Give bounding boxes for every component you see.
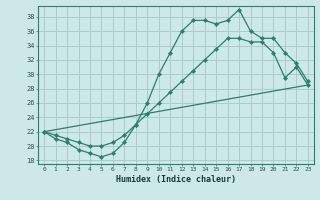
X-axis label: Humidex (Indice chaleur): Humidex (Indice chaleur) — [116, 175, 236, 184]
